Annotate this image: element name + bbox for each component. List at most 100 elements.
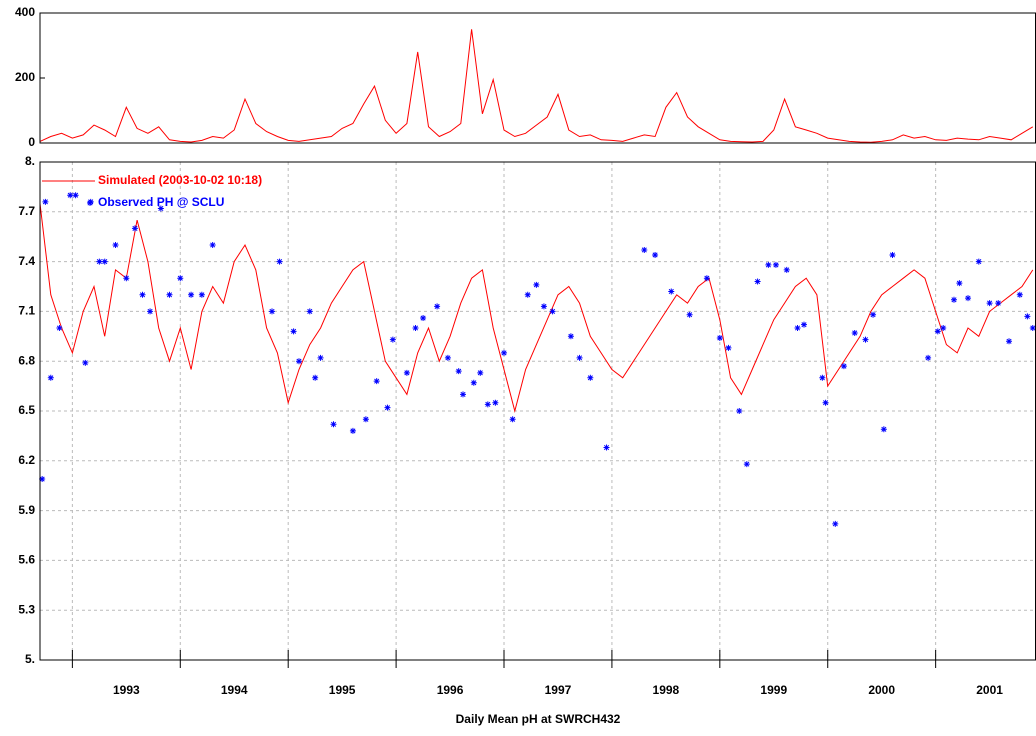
legend-label: Observed PH @ SCLU [98, 195, 224, 209]
data-point [131, 225, 138, 232]
data-point [641, 246, 648, 253]
y-tick-label: 5.6 [18, 553, 35, 567]
data-point [67, 192, 74, 199]
data-point [668, 288, 675, 295]
data-point [198, 291, 205, 298]
data-point [956, 280, 963, 287]
data-point [934, 328, 941, 335]
data-point [166, 291, 173, 298]
data-point [889, 251, 896, 258]
data-point [603, 444, 610, 451]
data-point [389, 336, 396, 343]
legend-marker [87, 200, 93, 206]
data-point [306, 308, 313, 315]
data-point [686, 311, 693, 318]
data-point [312, 374, 319, 381]
data-point [39, 476, 46, 483]
data-point [725, 344, 732, 351]
data-point [754, 278, 761, 285]
y-tick-label: 5.3 [18, 602, 35, 616]
data-point [1024, 313, 1031, 320]
data-point [765, 261, 772, 268]
data-point [975, 258, 982, 265]
data-point [1016, 291, 1023, 298]
data-point [772, 261, 779, 268]
data-point [840, 363, 847, 370]
data-point [822, 399, 829, 406]
y-tick-label: 7.1 [18, 304, 35, 318]
data-point [783, 266, 790, 273]
data-point [1029, 325, 1036, 331]
data-point [123, 275, 130, 282]
data-point [362, 416, 369, 423]
x-tick-label: 2001 [976, 683, 1003, 697]
data-point [950, 296, 957, 303]
data-point [484, 401, 491, 408]
data-point [96, 258, 103, 265]
data-point [862, 336, 869, 343]
x-tick-label: 1999 [760, 683, 787, 697]
data-point [477, 369, 484, 376]
data-point [549, 308, 556, 315]
x-tick-label: 1996 [437, 683, 464, 697]
data-point [47, 374, 54, 381]
data-point [384, 404, 391, 411]
data-point [349, 427, 356, 434]
x-tick-label: 1997 [545, 683, 572, 697]
data-point [373, 378, 380, 385]
data-point [540, 303, 547, 310]
y-tick-label: 400 [15, 5, 35, 19]
data-point [851, 329, 858, 336]
data-line [39, 203, 1034, 413]
data-point [101, 258, 108, 265]
data-point [56, 325, 63, 331]
y-tick-label: 7.4 [18, 254, 35, 268]
data-point [819, 374, 826, 381]
data-point [72, 192, 79, 199]
y-tick-label: 200 [15, 70, 35, 84]
data-point [139, 291, 146, 298]
x-tick-label: 1998 [653, 683, 680, 697]
data-point [412, 325, 419, 331]
data-point [533, 281, 540, 288]
x-tick-label: 2000 [868, 683, 895, 697]
data-point [492, 399, 499, 406]
data-point [965, 295, 972, 302]
data-point [112, 242, 119, 248]
data-point [434, 303, 441, 310]
data-point [157, 205, 164, 212]
data-line [39, 29, 1034, 143]
data-point [470, 379, 477, 386]
data-point [177, 275, 184, 282]
data-point [290, 328, 297, 335]
y-tick-label: 7.7 [18, 204, 35, 218]
data-point [42, 198, 49, 205]
data-point [420, 315, 427, 322]
y-tick-label: 8. [25, 154, 35, 168]
data-point [743, 461, 750, 468]
data-point [995, 300, 1002, 307]
y-tick-label: 5.9 [18, 503, 35, 517]
data-point [794, 325, 801, 331]
data-point [209, 242, 216, 248]
y-tick-label: 6.5 [18, 403, 35, 417]
x-axis-label: Daily Mean pH at SWRCH432 [456, 712, 621, 726]
data-point [1006, 338, 1013, 345]
data-point [940, 325, 947, 331]
data-point [524, 291, 531, 298]
data-point [501, 349, 508, 356]
data-point [576, 354, 583, 361]
data-point [986, 300, 993, 307]
data-point [925, 354, 932, 361]
y-tick-label: 6.8 [18, 353, 35, 367]
data-point [736, 408, 743, 414]
data-point [330, 421, 337, 428]
data-point [716, 334, 723, 341]
y-tick-label: 6.2 [18, 453, 35, 467]
data-point [567, 333, 574, 340]
data-point [147, 308, 154, 315]
data-point [317, 354, 324, 361]
data-point [295, 358, 302, 365]
